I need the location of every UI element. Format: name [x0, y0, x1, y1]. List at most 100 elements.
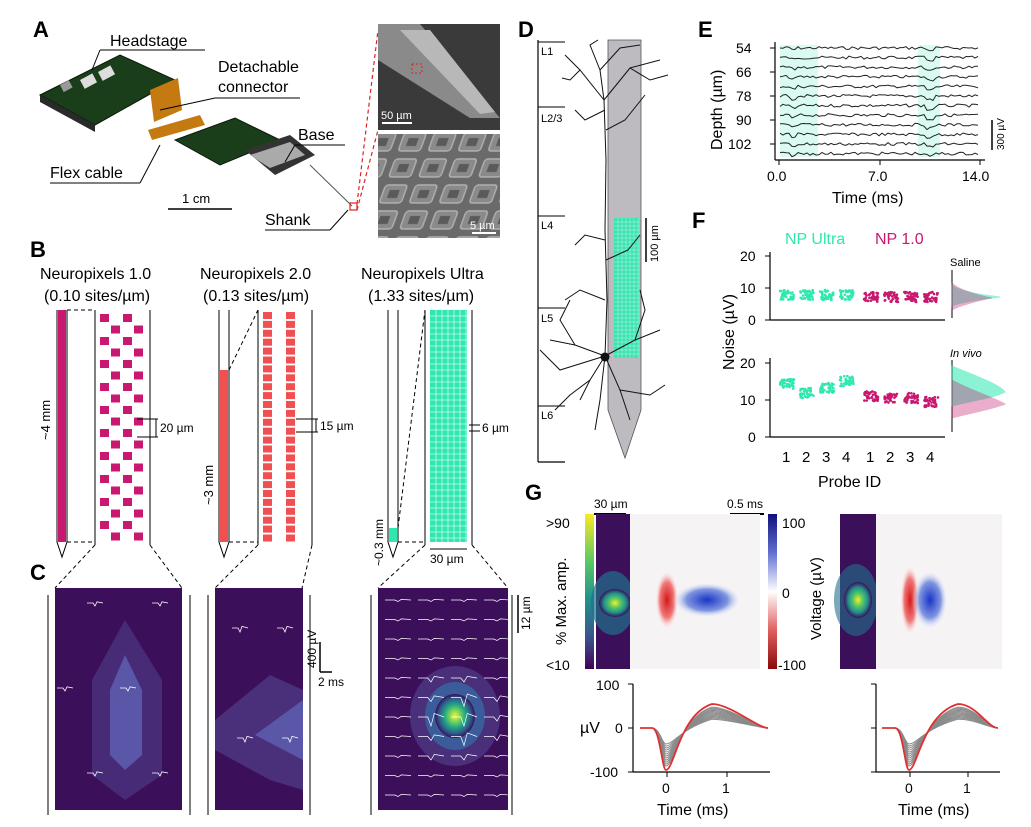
shank-zoom-box: [349, 202, 358, 211]
np1-length: ~4 mm: [38, 400, 53, 440]
np1-site: [134, 463, 143, 472]
noise-dot-saline: [913, 298, 917, 302]
np2-site: [286, 418, 295, 426]
np1-site: [123, 429, 132, 437]
noise-dot-saline: [866, 299, 870, 303]
panel-e: E Depth (µm) 54 66 78 90 102 0.0 7.0 14.…: [698, 17, 1007, 207]
noise-dot-invivo: [825, 382, 828, 386]
noise-dot-invivo: [933, 402, 937, 405]
noise-dot-invivo: [839, 379, 843, 382]
g-cbar-tick-100: 100: [782, 515, 806, 531]
np1-site: [123, 521, 132, 529]
np2-site: [263, 525, 272, 533]
panel-b-letter: B: [30, 237, 46, 262]
noise-dot-saline: [825, 296, 828, 300]
noise-dot-saline: [915, 292, 919, 295]
e-ylabel: Depth (µm): [709, 70, 726, 150]
noise-dot-invivo: [809, 390, 812, 393]
noise-dot-invivo: [789, 384, 792, 388]
noise-dot-saline: [892, 293, 896, 296]
np2-site: [263, 312, 272, 319]
noise-dot-invivo: [839, 376, 842, 379]
np1-site: [134, 325, 143, 334]
noise-dot-saline: [910, 299, 913, 303]
np2-sites: [263, 312, 295, 542]
g1-xtick-0: 0: [662, 780, 670, 796]
noise-dot-invivo: [805, 390, 808, 394]
noise-dot-invivo: [893, 393, 897, 397]
npu-waveform: [451, 618, 478, 622]
noise-dot-saline: [799, 291, 803, 294]
npu-site-grid: [430, 310, 467, 542]
e-ytick-90: 90: [736, 112, 752, 128]
f-xtick-np1-1: 1: [866, 449, 874, 466]
noise-dot-saline: [909, 295, 913, 299]
noise-dot-invivo: [791, 387, 795, 390]
npu-waveform: [385, 794, 412, 797]
flex-cable-label: Flex cable: [50, 165, 123, 182]
e-yticks: 54 66 78 90 102: [728, 40, 775, 152]
noise-dot-invivo: [792, 378, 796, 381]
depth-trace: [779, 113, 979, 121]
noise-dot-invivo: [887, 401, 890, 404]
noise-dot-invivo: [916, 394, 919, 398]
npu-waveform: [484, 715, 511, 722]
g-unit2-voltage-map: [876, 514, 1002, 669]
np2-site: [263, 454, 272, 462]
np2-site: [286, 338, 295, 346]
headstage-graphic: [38, 54, 182, 132]
noise-dot-invivo: [924, 395, 927, 399]
np2-site: [286, 507, 295, 515]
noise-dot-invivo: [913, 401, 917, 404]
f-xtick-np1-3: 3: [906, 449, 914, 466]
noise-dot-invivo: [927, 404, 930, 408]
np2-site: [263, 516, 272, 524]
np2-site: [286, 365, 295, 373]
noise-dot-invivo: [867, 396, 871, 400]
np2-site: [286, 490, 295, 497]
np2-site: [263, 507, 272, 515]
noise-dot-saline: [804, 292, 808, 295]
np2-site: [286, 436, 295, 444]
noise-dot-saline: [851, 291, 854, 294]
panel-g-letter: G: [525, 480, 542, 505]
noise-dot-saline: [864, 299, 867, 302]
noise-dot-saline: [875, 300, 879, 303]
noise-dot-saline: [841, 289, 845, 293]
depth-trace: [779, 46, 979, 52]
noise-dot-invivo: [874, 399, 878, 402]
npu-waveform: [418, 774, 445, 778]
noise-dot-saline: [789, 295, 793, 299]
np1-site: [134, 440, 143, 449]
np1-site: [134, 509, 143, 518]
noise-dot-saline: [862, 297, 866, 301]
np2-shank: ~3 mm 15 µm: [201, 309, 354, 559]
npu-waveform: [484, 677, 511, 680]
noise-dot-invivo: [863, 390, 867, 394]
np1-site: [134, 532, 143, 541]
npu-waveform: [418, 676, 445, 683]
g-cbar-tick-0: 0: [782, 585, 790, 601]
noise-dot-invivo: [886, 393, 889, 396]
depth-trace: [779, 141, 979, 148]
noise-dot-saline: [784, 295, 788, 299]
noise-dot-invivo: [912, 392, 916, 396]
panel-f-letter: F: [692, 208, 705, 233]
noise-dot-saline: [869, 299, 873, 302]
noise-dot-saline: [807, 293, 811, 296]
npu-voltage-map: [378, 588, 511, 810]
layer-l5: L5: [541, 313, 553, 325]
noise-dot-saline: [803, 297, 807, 300]
depth-trace: [779, 93, 979, 102]
noise-dot-invivo: [909, 391, 913, 395]
noise-dot-saline: [811, 295, 814, 299]
connector-label-2: connector: [218, 79, 289, 96]
noise-dot-saline: [820, 295, 823, 299]
noise-dot-invivo: [930, 401, 933, 404]
g-unit1-traces: 100 0 -100 µV 0 1 Time (ms): [580, 677, 770, 819]
noise-dot-invivo: [868, 391, 872, 395]
npu-waveform: [484, 657, 511, 661]
np2-site: [286, 383, 295, 391]
panel-c: C 400 µV 2 ms: [30, 544, 533, 815]
noise-dot-saline: [844, 289, 848, 292]
